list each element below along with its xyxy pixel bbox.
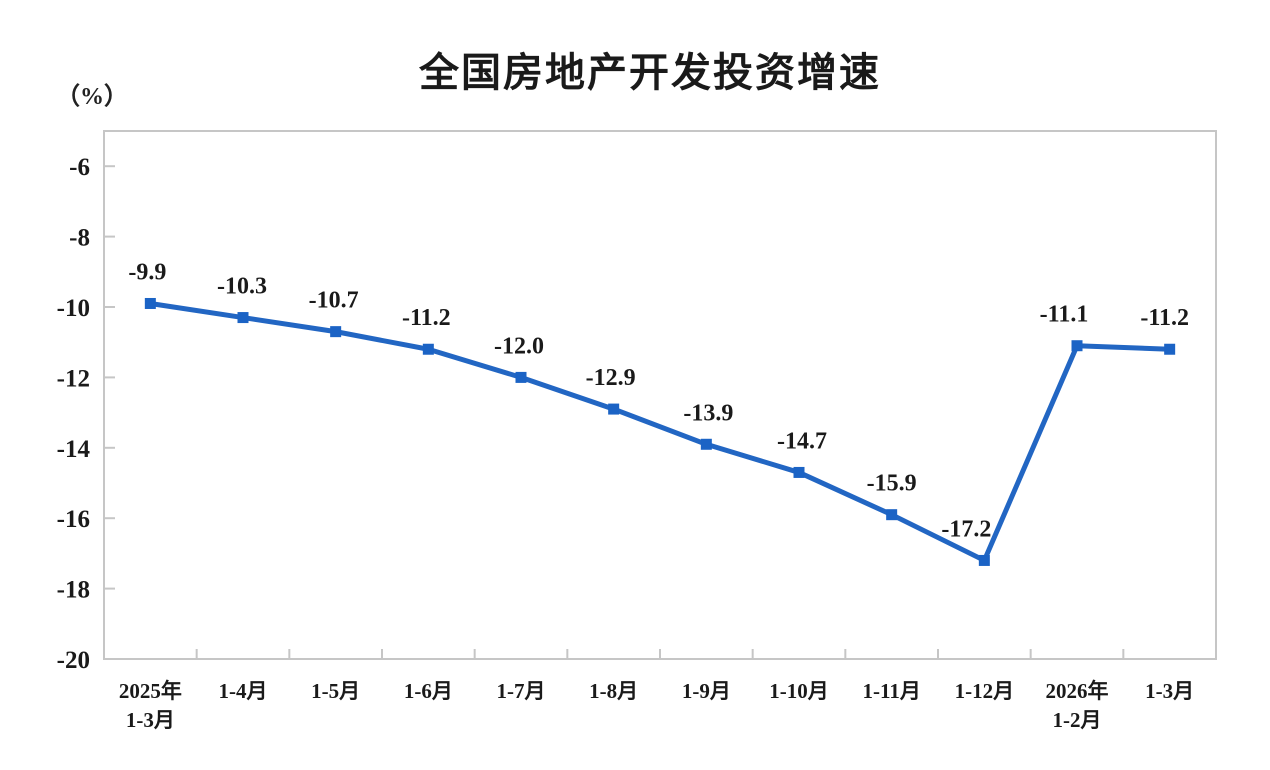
x-axis-category-label: 1-7月 bbox=[497, 679, 546, 703]
data-point-label: -11.1 bbox=[1040, 302, 1089, 328]
data-point-label: -17.2 bbox=[941, 516, 991, 542]
x-axis-category-label: 2026年 1-2月 bbox=[1046, 679, 1109, 732]
data-point-label: -13.9 bbox=[683, 400, 733, 426]
data-point-label: -15.9 bbox=[867, 471, 917, 497]
data-point-label: -12.0 bbox=[494, 333, 544, 359]
data-point-label: -9.9 bbox=[128, 259, 166, 285]
x-axis-category-label: 1-12月 bbox=[955, 679, 1015, 703]
x-axis-category-label: 2025年 1-3月 bbox=[119, 679, 182, 732]
x-axis-category-label: 1-11月 bbox=[862, 679, 920, 703]
y-axis-tick-label: -8 bbox=[69, 225, 90, 252]
y-axis-tick-label: -10 bbox=[57, 295, 90, 322]
data-point-marker bbox=[422, 343, 434, 355]
y-axis-tick-label: -6 bbox=[69, 154, 90, 181]
data-point-label: -14.7 bbox=[777, 428, 827, 454]
x-axis-category-label: 1-5月 bbox=[311, 679, 360, 703]
y-axis-tick-label: -12 bbox=[57, 365, 90, 392]
data-point-label: -11.2 bbox=[1140, 305, 1189, 331]
x-axis-category-label: 1-9月 bbox=[682, 679, 731, 703]
y-axis-tick-label: -16 bbox=[57, 506, 90, 533]
x-axis-category-label: 1-6月 bbox=[404, 679, 453, 703]
data-point-marker bbox=[1071, 340, 1083, 352]
data-point-marker bbox=[144, 297, 156, 309]
chart-title: 全国房地产开发投资增速 bbox=[419, 51, 881, 95]
data-point-label: -11.2 bbox=[402, 305, 451, 331]
data-point-marker bbox=[1164, 343, 1176, 355]
y-axis-tick-label: -18 bbox=[57, 577, 90, 604]
data-point-label: -10.3 bbox=[217, 274, 267, 300]
data-point-marker bbox=[608, 403, 620, 415]
data-point-marker bbox=[886, 509, 898, 521]
data-point-marker bbox=[700, 438, 712, 450]
plot-frame bbox=[103, 130, 1217, 660]
data-point-marker bbox=[978, 554, 990, 566]
series-line bbox=[147, 300, 1173, 563]
x-axis-category-label: 1-3月 bbox=[1145, 679, 1194, 703]
data-point-label: -10.7 bbox=[309, 288, 359, 314]
y-axis-unit-label: （%） bbox=[56, 84, 128, 110]
y-axis-tick-label: -14 bbox=[57, 436, 91, 463]
data-point-marker bbox=[793, 466, 805, 478]
y-axis-tick-label: -20 bbox=[57, 647, 90, 674]
data-point-marker bbox=[330, 326, 342, 338]
data-point-marker bbox=[237, 312, 249, 324]
x-axis-category-label: 1-10月 bbox=[769, 679, 829, 703]
x-axis-category-label: 1-4月 bbox=[219, 679, 268, 703]
data-point-label: -12.9 bbox=[586, 365, 636, 391]
x-axis-category-label: 1-8月 bbox=[589, 679, 638, 703]
data-point-marker bbox=[515, 371, 527, 383]
